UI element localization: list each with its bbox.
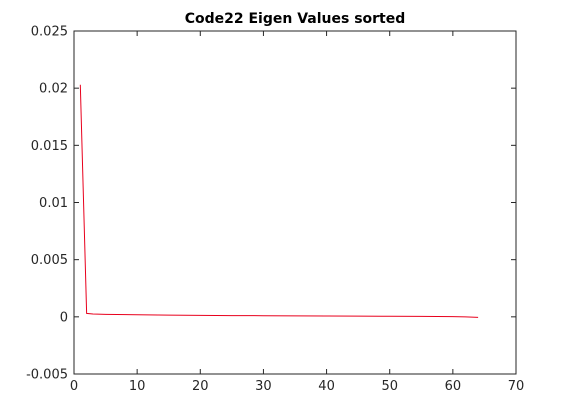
x-tick-label: 20 — [192, 379, 209, 394]
chart-title: Code22 Eigen Values sorted — [185, 11, 406, 27]
x-tick-label: 0 — [70, 379, 78, 394]
plot-frame — [73, 30, 517, 375]
y-tick-label: -0.005 — [26, 368, 68, 383]
y-tick-label: 0.005 — [31, 253, 68, 268]
y-tick-label: 0.02 — [39, 82, 68, 97]
y-tick-label: 0 — [60, 310, 68, 325]
x-tick-label: 60 — [445, 379, 462, 394]
x-tick-label: 30 — [255, 379, 272, 394]
y-tick-label: 0.025 — [31, 25, 68, 40]
x-tick-label: 40 — [318, 379, 335, 394]
eigenvalue-series-line — [79, 84, 479, 318]
x-tick-label: 50 — [381, 379, 398, 394]
y-tick-label: 0.01 — [39, 196, 68, 211]
x-tick-label: 70 — [508, 379, 525, 394]
x-tick-label: 10 — [129, 379, 146, 394]
y-tick-label: 0.015 — [31, 139, 68, 154]
